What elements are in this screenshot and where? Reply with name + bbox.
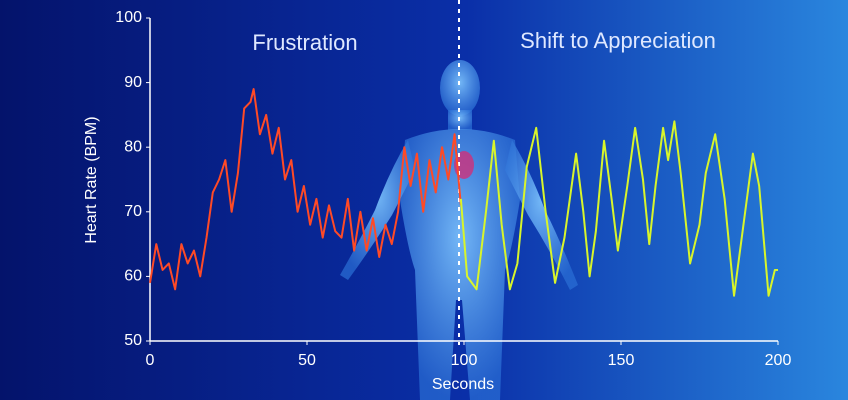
x-tick-label: 200 bbox=[765, 352, 792, 369]
y-tick-label: 70 bbox=[124, 203, 142, 220]
line-series bbox=[149, 88, 462, 291]
y-tick-label: 60 bbox=[124, 268, 142, 285]
y-axis-label: Heart Rate (BPM) bbox=[83, 116, 100, 243]
y-tick-label: 80 bbox=[124, 138, 142, 155]
y-tick-label: 50 bbox=[124, 332, 142, 349]
line-series bbox=[459, 120, 778, 297]
y-tick-label: 100 bbox=[115, 9, 142, 26]
y-tick-label: 90 bbox=[124, 74, 142, 91]
x-tick-label: 0 bbox=[146, 352, 155, 369]
x-tick-label: 50 bbox=[298, 352, 316, 369]
x-tick-label: 150 bbox=[608, 352, 635, 369]
annotation: Shift to Appreciation bbox=[520, 28, 716, 53]
x-axis-label: Seconds bbox=[432, 376, 494, 393]
annotation: Frustration bbox=[252, 30, 357, 55]
x-tick-label: 100 bbox=[451, 352, 478, 369]
